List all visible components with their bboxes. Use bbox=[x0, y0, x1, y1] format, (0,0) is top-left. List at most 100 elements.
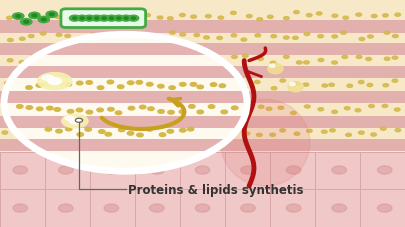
Bar bbox=[0, 21, 251, 33]
Circle shape bbox=[158, 85, 164, 89]
Circle shape bbox=[7, 59, 13, 63]
Circle shape bbox=[230, 105, 236, 108]
Ellipse shape bbox=[43, 76, 67, 88]
Circle shape bbox=[108, 108, 114, 112]
Circle shape bbox=[355, 109, 361, 112]
Circle shape bbox=[92, 16, 102, 22]
Circle shape bbox=[79, 107, 85, 111]
Circle shape bbox=[127, 132, 134, 136]
Circle shape bbox=[36, 108, 43, 111]
Circle shape bbox=[218, 106, 224, 109]
Circle shape bbox=[26, 86, 32, 90]
Circle shape bbox=[219, 62, 225, 65]
Circle shape bbox=[104, 18, 109, 21]
Circle shape bbox=[117, 86, 124, 89]
Circle shape bbox=[305, 105, 310, 109]
Circle shape bbox=[196, 106, 202, 109]
Circle shape bbox=[72, 18, 77, 20]
Circle shape bbox=[147, 83, 153, 87]
Circle shape bbox=[267, 16, 273, 19]
Circle shape bbox=[55, 61, 61, 64]
Circle shape bbox=[270, 62, 276, 65]
Circle shape bbox=[358, 81, 364, 84]
Circle shape bbox=[104, 34, 110, 37]
Circle shape bbox=[104, 204, 119, 212]
Circle shape bbox=[80, 18, 84, 20]
Circle shape bbox=[95, 18, 99, 20]
Circle shape bbox=[87, 18, 92, 20]
Circle shape bbox=[271, 87, 277, 90]
Circle shape bbox=[208, 105, 215, 109]
Ellipse shape bbox=[221, 100, 310, 186]
Circle shape bbox=[383, 15, 388, 18]
Circle shape bbox=[97, 109, 103, 112]
Circle shape bbox=[21, 134, 26, 137]
Circle shape bbox=[4, 82, 10, 85]
Circle shape bbox=[168, 111, 174, 115]
Bar bbox=[0, 66, 251, 79]
Circle shape bbox=[377, 166, 392, 174]
Circle shape bbox=[98, 130, 105, 134]
Circle shape bbox=[346, 134, 352, 137]
Circle shape bbox=[316, 13, 322, 16]
Circle shape bbox=[86, 111, 93, 114]
Circle shape bbox=[97, 86, 104, 90]
Circle shape bbox=[271, 35, 277, 39]
Circle shape bbox=[167, 130, 174, 133]
Circle shape bbox=[68, 58, 73, 61]
Circle shape bbox=[195, 127, 200, 131]
Circle shape bbox=[158, 110, 164, 114]
Circle shape bbox=[307, 130, 312, 133]
Circle shape bbox=[304, 33, 310, 36]
Circle shape bbox=[371, 15, 377, 19]
Circle shape bbox=[246, 15, 252, 19]
Circle shape bbox=[392, 35, 398, 39]
Ellipse shape bbox=[62, 115, 88, 128]
Circle shape bbox=[90, 82, 96, 85]
Circle shape bbox=[197, 111, 203, 114]
Ellipse shape bbox=[65, 117, 74, 121]
Circle shape bbox=[7, 39, 13, 42]
Circle shape bbox=[70, 16, 80, 22]
Circle shape bbox=[192, 80, 197, 83]
Circle shape bbox=[154, 85, 160, 88]
Bar bbox=[0, 139, 251, 152]
Circle shape bbox=[154, 60, 160, 63]
Circle shape bbox=[395, 14, 401, 17]
Circle shape bbox=[46, 14, 52, 17]
Circle shape bbox=[42, 128, 48, 131]
Circle shape bbox=[230, 87, 235, 90]
Bar bbox=[0, 116, 405, 129]
Circle shape bbox=[356, 14, 362, 17]
Circle shape bbox=[56, 34, 62, 37]
Circle shape bbox=[77, 82, 83, 85]
Ellipse shape bbox=[268, 64, 283, 74]
Circle shape bbox=[65, 35, 70, 38]
Circle shape bbox=[6, 106, 12, 109]
Ellipse shape bbox=[70, 119, 80, 124]
Circle shape bbox=[40, 33, 46, 36]
Circle shape bbox=[179, 129, 186, 133]
Circle shape bbox=[322, 131, 327, 134]
Circle shape bbox=[121, 16, 131, 22]
Circle shape bbox=[31, 56, 37, 59]
Circle shape bbox=[55, 111, 60, 114]
Circle shape bbox=[180, 79, 186, 83]
Circle shape bbox=[58, 166, 73, 174]
Circle shape bbox=[24, 21, 29, 24]
Circle shape bbox=[66, 128, 72, 131]
Circle shape bbox=[169, 86, 175, 90]
Circle shape bbox=[107, 87, 112, 90]
Circle shape bbox=[241, 204, 256, 212]
Circle shape bbox=[109, 18, 113, 20]
Circle shape bbox=[241, 39, 247, 42]
Circle shape bbox=[318, 108, 324, 111]
Circle shape bbox=[120, 62, 126, 65]
Circle shape bbox=[96, 58, 102, 61]
Circle shape bbox=[392, 57, 398, 60]
Circle shape bbox=[30, 112, 36, 115]
Circle shape bbox=[205, 56, 211, 59]
Circle shape bbox=[113, 16, 124, 22]
Circle shape bbox=[332, 204, 346, 212]
Circle shape bbox=[217, 37, 222, 40]
